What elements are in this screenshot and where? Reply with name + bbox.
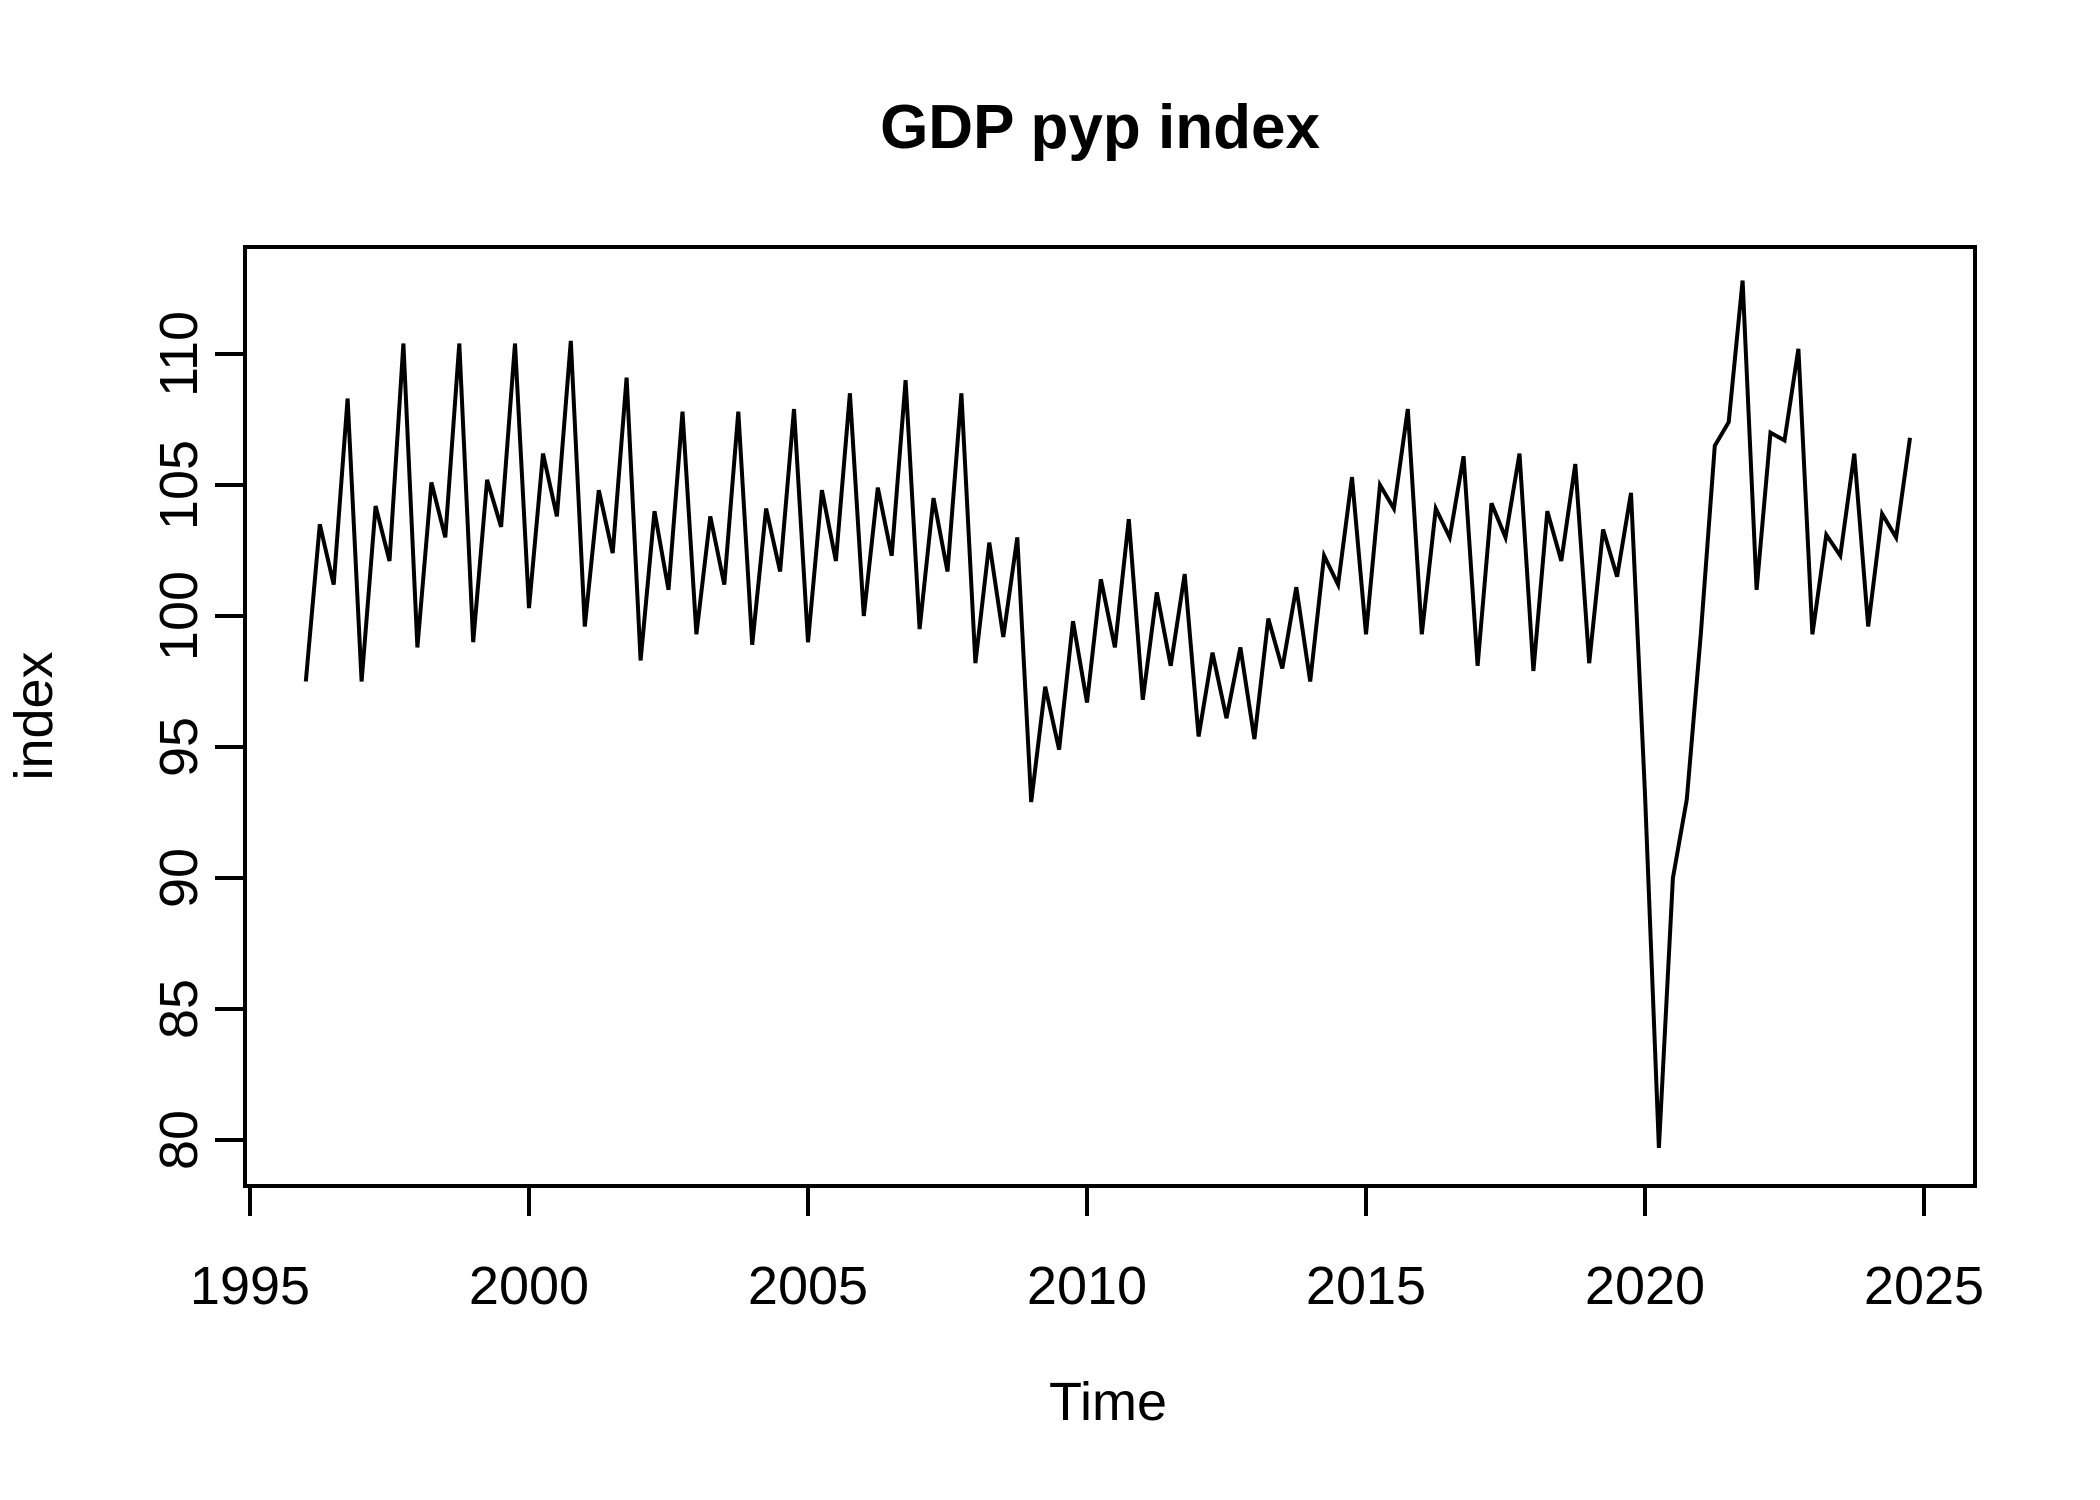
plot-border [243, 245, 1977, 1188]
x-tick-label: 2025 [1864, 1256, 1984, 1316]
x-tick-label: 2005 [748, 1256, 868, 1316]
y-tick-label: 80 [149, 1110, 209, 1170]
x-axis-ticks: 1995 2000 2005 2010 2015 2020 2025 [190, 1186, 1984, 1316]
x-tick-label: 1995 [190, 1256, 310, 1316]
x-tick-label: 2010 [1027, 1256, 1147, 1316]
y-tick-label: 110 [149, 311, 209, 397]
y-tick-label: 90 [149, 848, 209, 908]
x-tick-label: 2000 [469, 1256, 589, 1316]
y-tick-label: 95 [149, 717, 209, 777]
x-tick-label: 2020 [1585, 1256, 1705, 1316]
x-tick-label: 2015 [1306, 1256, 1426, 1316]
chart-title: GDP pyp index [880, 93, 1320, 162]
gdp-series-line [303, 280, 1912, 1149]
y-tick-label: 85 [149, 979, 209, 1039]
y-tick-label: 100 [149, 571, 209, 661]
y-tick-label: 105 [149, 440, 209, 530]
y-axis-ticks: 80 85 90 95 100 105 110 [149, 311, 245, 1170]
y-axis-label: index [4, 651, 64, 780]
x-axis-label: Time [1049, 1372, 1167, 1432]
